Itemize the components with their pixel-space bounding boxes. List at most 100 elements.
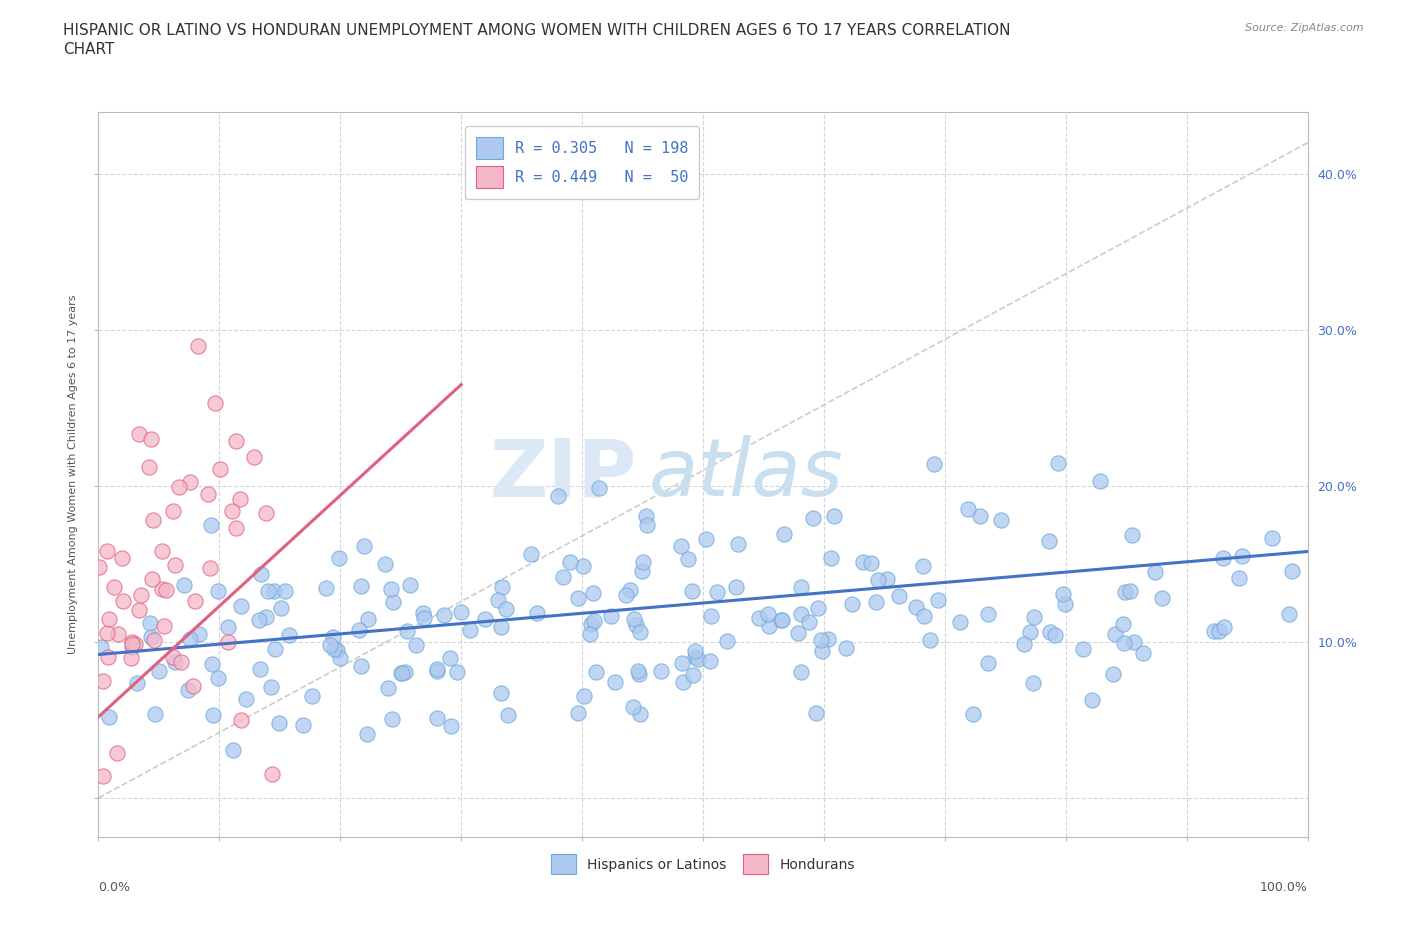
Point: [876, 571, 898, 586]
Point: [624, 618, 647, 632]
Point: [374, 557, 396, 572]
Point: [627, 666, 650, 681]
Point: [491, 619, 513, 634]
Point: [603, 674, 626, 689]
Point: [623, 611, 645, 626]
Point: [260, 680, 283, 695]
Point: [567, 705, 589, 720]
Point: [1118, 583, 1140, 598]
Point: [107, 626, 129, 641]
Point: [249, 661, 271, 676]
Point: [413, 610, 436, 625]
Point: [150, 581, 173, 596]
Point: [911, 559, 934, 574]
Point: [167, 480, 190, 495]
Point: [89, 639, 111, 654]
Point: [179, 475, 201, 490]
Point: [328, 551, 350, 565]
Point: [495, 602, 517, 617]
Point: [170, 655, 193, 670]
Point: [141, 630, 163, 644]
Point: [446, 665, 468, 680]
Point: [1104, 626, 1126, 641]
Point: [173, 578, 195, 592]
Legend: Hispanics or Latinos, Hondurans: Hispanics or Latinos, Hondurans: [544, 847, 862, 881]
Point: [179, 632, 201, 647]
Point: [671, 538, 693, 553]
Point: [671, 655, 693, 670]
Point: [221, 742, 243, 757]
Point: [1114, 635, 1136, 650]
Point: [491, 580, 513, 595]
Point: [579, 617, 602, 631]
Point: [181, 679, 204, 694]
Point: [699, 654, 721, 669]
Point: [1038, 534, 1060, 549]
Point: [329, 650, 352, 665]
Point: [120, 650, 142, 665]
Point: [841, 597, 863, 612]
Point: [1039, 625, 1062, 640]
Point: [128, 427, 150, 442]
Point: [676, 551, 699, 566]
Point: [97, 650, 120, 665]
Point: [770, 613, 793, 628]
Point: [790, 606, 813, 621]
Point: [138, 460, 160, 475]
Point: [325, 643, 347, 658]
Point: [558, 554, 581, 569]
Text: ZIP: ZIP: [489, 435, 637, 513]
Point: [706, 584, 728, 599]
Point: [278, 627, 301, 642]
Point: [217, 635, 239, 650]
Point: [1012, 636, 1035, 651]
Point: [322, 642, 344, 657]
Point: [852, 554, 875, 569]
Point: [263, 583, 285, 598]
Point: [202, 708, 225, 723]
Point: [1022, 609, 1045, 624]
Point: [103, 580, 125, 595]
Point: [803, 511, 825, 525]
Point: [187, 339, 209, 353]
Point: [356, 726, 378, 741]
Text: 0.0%: 0.0%: [98, 881, 131, 894]
Point: [716, 633, 738, 648]
Point: [912, 608, 935, 623]
Point: [91, 769, 114, 784]
Point: [247, 613, 270, 628]
Text: HISPANIC OR LATINO VS HONDURAN UNEMPLOYMENT AMONG WOMEN WITH CHILDREN AGES 6 TO : HISPANIC OR LATINO VS HONDURAN UNEMPLOYM…: [63, 23, 1011, 38]
Point: [267, 715, 290, 730]
Point: [672, 675, 695, 690]
Point: [1204, 624, 1226, 639]
Point: [254, 505, 277, 520]
Point: [1121, 528, 1143, 543]
Point: [380, 581, 402, 596]
Point: [685, 644, 707, 658]
Point: [91, 673, 114, 688]
Point: [349, 579, 371, 594]
Point: [868, 572, 890, 587]
Point: [143, 632, 166, 647]
Point: [125, 676, 148, 691]
Point: [918, 632, 941, 647]
Point: [756, 606, 779, 621]
Point: [807, 601, 830, 616]
Point: [969, 509, 991, 524]
Point: [221, 504, 243, 519]
Point: [927, 592, 949, 607]
Point: [322, 630, 344, 644]
Point: [150, 543, 173, 558]
Point: [1261, 530, 1284, 545]
Point: [1132, 645, 1154, 660]
Point: [110, 551, 132, 565]
Point: [264, 642, 287, 657]
Point: [956, 502, 979, 517]
Point: [1281, 564, 1303, 578]
Point: [139, 432, 162, 446]
Point: [1212, 551, 1234, 565]
Point: [250, 566, 273, 581]
Point: [87, 559, 110, 574]
Point: [1018, 625, 1040, 640]
Point: [389, 665, 412, 680]
